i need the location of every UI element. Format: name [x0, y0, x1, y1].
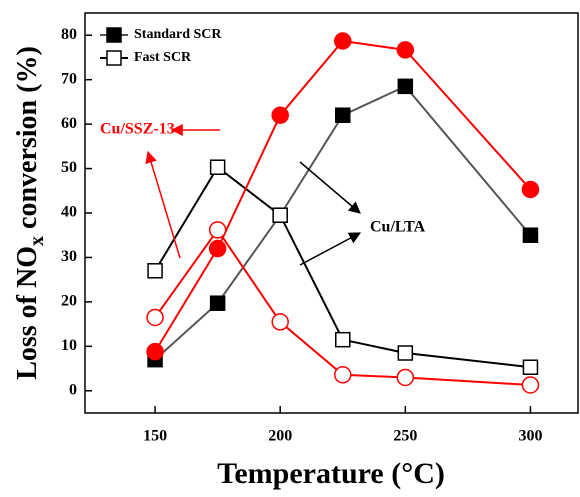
- marker: [209, 295, 226, 311]
- series-line: [154, 39, 532, 353]
- y-tick-label: 40: [61, 204, 77, 221]
- series-line: [154, 85, 532, 361]
- x-tick-label: 200: [268, 428, 292, 445]
- y-tick-label: 60: [61, 115, 77, 132]
- series-line: [154, 228, 531, 386]
- y-tick-label: 70: [61, 70, 77, 87]
- y-label-main: Loss of NO: [12, 246, 43, 380]
- x-tick-label: 150: [143, 428, 167, 445]
- marker: [147, 263, 163, 279]
- marker: [522, 359, 539, 375]
- marker: [208, 239, 227, 258]
- marker: [335, 107, 351, 123]
- marker: [146, 308, 164, 327]
- y-tick-label: 30: [61, 248, 77, 265]
- marker: [521, 376, 540, 394]
- x-tick-label: 250: [393, 428, 417, 445]
- legend-label: Standard SCR: [134, 27, 222, 42]
- marker: [397, 78, 414, 95]
- arrow: [299, 161, 361, 214]
- marker: [208, 221, 227, 239]
- arrow: [299, 232, 362, 266]
- legend-item: Fast SCR: [100, 50, 192, 66]
- x-axis-label: Temperature (°C): [217, 457, 445, 490]
- annotation: Cu/SSZ-13: [100, 121, 175, 138]
- marker: [272, 207, 288, 223]
- marker: [521, 180, 540, 199]
- marker: [397, 345, 414, 361]
- series-line: [154, 165, 531, 369]
- y-label-sub: x: [26, 236, 48, 246]
- y-tick-label: 50: [61, 159, 77, 176]
- x-tick-label: 300: [518, 428, 542, 445]
- marker: [146, 342, 164, 361]
- marker: [271, 313, 289, 331]
- y-tick-label: 0: [69, 381, 77, 398]
- marker: [522, 227, 539, 243]
- y-tick-label: 10: [61, 337, 77, 354]
- y-label-rest: conversion (%): [12, 46, 43, 236]
- marker: [396, 368, 415, 387]
- legend-marker: [106, 50, 122, 66]
- legend-label: Fast SCR: [134, 50, 192, 65]
- y-tick-label: 80: [61, 26, 77, 43]
- y-tick-label: 20: [61, 293, 77, 310]
- marker: [209, 159, 226, 175]
- legend-item: Standard SCR: [100, 27, 222, 43]
- annotation: Cu/LTA: [370, 219, 426, 236]
- y-axis-label: Loss of NOx conversion (%): [12, 46, 47, 380]
- legend-marker: [106, 27, 122, 43]
- plot-layer: 0 10 20 30 40 50 60 70 80 150 200 250 300: [61, 26, 542, 445]
- arrow: [145, 150, 181, 259]
- marker: [271, 106, 289, 124]
- marker: [396, 41, 415, 59]
- marker: [335, 331, 351, 348]
- marker: [334, 32, 352, 50]
- marker: [334, 366, 352, 384]
